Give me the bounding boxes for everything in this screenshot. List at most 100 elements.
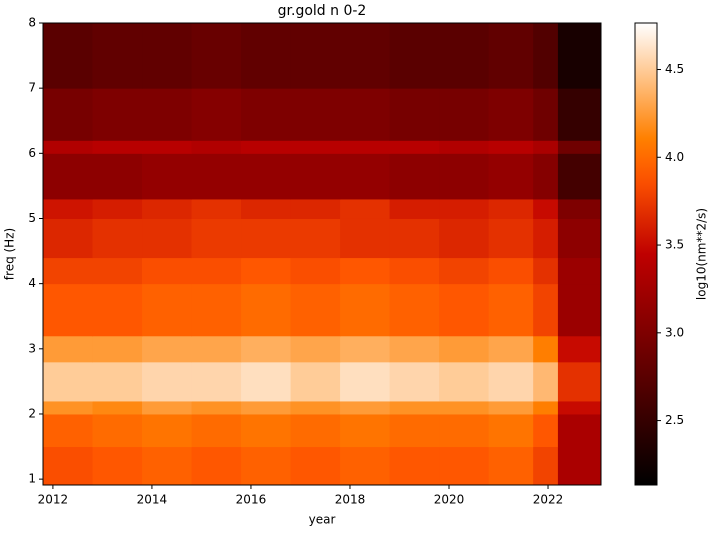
heat-cell: [92, 413, 143, 448]
heat-cell: [191, 23, 242, 89]
heat-cell: [290, 153, 341, 200]
heat-cell: [92, 335, 143, 363]
heat-cell: [533, 198, 559, 219]
heat-cell: [439, 335, 490, 363]
heat-cell: [533, 446, 559, 486]
heat-cell: [142, 23, 193, 89]
heat-cell: [191, 446, 242, 486]
heat-cell: [488, 198, 534, 219]
heat-cell: [340, 153, 391, 200]
heat-cell: [340, 400, 391, 415]
heat-cell: [142, 413, 193, 448]
heat-cell: [439, 153, 490, 200]
heat-cell: [43, 140, 94, 154]
plot-frame: [42, 22, 602, 486]
heat-cell: [488, 153, 534, 200]
y-tick-label: 2: [28, 406, 36, 420]
heat-cell: [488, 400, 534, 415]
heat-cell: [290, 140, 341, 154]
heat-cell: [439, 218, 490, 259]
heat-cell: [439, 140, 490, 154]
heat-cell: [389, 153, 440, 200]
heat-cell: [191, 218, 242, 259]
y-tick-label: 8: [28, 16, 36, 30]
x-tick-label: 2020: [434, 493, 465, 507]
heat-cell: [488, 140, 534, 154]
heat-cell: [439, 283, 490, 337]
heat-cell: [290, 23, 341, 89]
heat-cell: [533, 413, 559, 448]
heat-cell: [43, 23, 94, 89]
heat-cell: [191, 335, 242, 363]
heat-cell: [92, 198, 143, 219]
colorbar-tick-label: 3.5: [665, 238, 684, 252]
heat-cell: [142, 218, 193, 259]
heat-cell: [191, 361, 242, 402]
heat-cell: [241, 23, 292, 89]
heat-cell: [191, 257, 242, 285]
heat-cell: [533, 257, 559, 285]
heat-cell: [557, 257, 602, 285]
heat-cell: [439, 361, 490, 402]
heat-cell: [191, 198, 242, 219]
heat-cell: [488, 446, 534, 486]
heat-cell: [92, 153, 143, 200]
heat-cell: [389, 218, 440, 259]
heat-cell: [439, 88, 490, 141]
heat-cell: [488, 335, 534, 363]
heat-cell: [340, 413, 391, 448]
heat-cell: [92, 23, 143, 89]
heat-cell: [92, 88, 143, 141]
heat-cell: [340, 218, 391, 259]
heat-cell: [92, 283, 143, 337]
heat-cell: [533, 23, 559, 89]
heat-cell: [389, 335, 440, 363]
heat-cell: [241, 153, 292, 200]
heat-cell: [488, 361, 534, 402]
heat-cell: [533, 88, 559, 141]
heat-cell: [389, 361, 440, 402]
heat-cell: [557, 140, 602, 154]
heat-cell: [43, 257, 94, 285]
heat-cell: [557, 446, 602, 486]
heat-cell: [43, 88, 94, 141]
heat-cell: [389, 198, 440, 219]
heat-cell: [92, 140, 143, 154]
heat-cell: [557, 88, 602, 141]
heat-cell: [533, 361, 559, 402]
heat-cell: [241, 446, 292, 486]
colorbar: [634, 22, 658, 486]
heat-cell: [290, 446, 341, 486]
heat-cell: [43, 218, 94, 259]
y-axis-label: freq (Hz): [3, 228, 17, 280]
colorbar-tick-label: 3.0: [665, 325, 684, 339]
colorbar-tick-label: 4.0: [665, 150, 684, 164]
heat-cell: [439, 400, 490, 415]
heat-cell: [43, 335, 94, 363]
heat-cell: [92, 218, 143, 259]
heat-cell: [43, 413, 94, 448]
heat-cell: [340, 23, 391, 89]
y-tick-label: 4: [28, 276, 36, 290]
heat-cell: [142, 283, 193, 337]
heat-cell: [43, 400, 94, 415]
x-axis-label: year: [309, 513, 336, 527]
heat-cell: [533, 335, 559, 363]
heat-cell: [533, 218, 559, 259]
heat-cell: [92, 257, 143, 285]
heat-cell: [142, 88, 193, 141]
heat-cell: [340, 88, 391, 141]
heat-cell: [241, 335, 292, 363]
heat-cell: [389, 88, 440, 141]
heat-cell: [557, 23, 602, 89]
chart-title: gr.gold n 0-2: [278, 3, 367, 19]
heat-cell: [241, 198, 292, 219]
heat-cell: [142, 361, 193, 402]
heat-cell: [389, 140, 440, 154]
heat-cell: [488, 88, 534, 141]
x-tick-label: 2018: [335, 493, 366, 507]
heat-cell: [557, 198, 602, 219]
heat-cell: [439, 198, 490, 219]
heat-cell: [191, 283, 242, 337]
